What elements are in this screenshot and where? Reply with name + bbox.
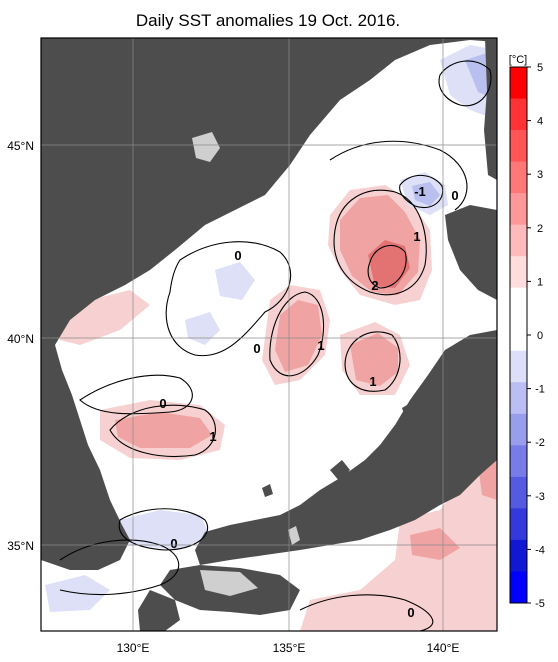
map-panel: -1 0 0 0 0 0 1 1 1 1 2 0 <box>41 38 497 631</box>
lat-label: 35°N <box>7 539 34 553</box>
colorbar-tick-label: 4 <box>537 116 543 128</box>
honshu <box>195 330 497 565</box>
contour-label: 1 <box>209 429 216 444</box>
contour-label: -1 <box>414 184 426 199</box>
cool-patch-central <box>215 262 255 300</box>
contour-label: 0 <box>170 536 177 551</box>
contour-labels: -1 0 0 0 0 0 1 1 1 1 2 <box>159 184 458 551</box>
sakhalin-edge <box>484 38 497 180</box>
colorbar-swatch <box>510 224 527 257</box>
colorbar-ticks: 5 4 3 2 1 0 -1 -2 -3 -4 -5 <box>527 62 545 610</box>
colorbar-swatch <box>510 445 527 478</box>
colorbar-swatch <box>510 319 527 352</box>
colorbar-swatch <box>510 98 527 131</box>
contour-0-tsushima <box>118 508 208 551</box>
lon-label: 130°E <box>117 641 150 655</box>
colorbar-swatch <box>510 508 527 541</box>
warm-patch-yamato-strong <box>368 240 410 288</box>
colorbar-tick-label: -3 <box>535 491 545 503</box>
contour-1-yamato <box>333 189 427 296</box>
lat-label: 40°N <box>7 332 34 346</box>
lat-axis-labels: 45°N 40°N 35°N <box>7 139 34 553</box>
biwa-lake <box>288 526 300 545</box>
colorbar-swatch <box>510 193 527 226</box>
colorbar-swatch <box>510 161 527 194</box>
oki-island <box>262 484 273 497</box>
contour-label: 0 <box>253 341 260 356</box>
cool-patch-central-west <box>185 312 220 345</box>
colorbar-swatch <box>510 413 527 446</box>
colorbar-tick-label: 0 <box>537 330 543 342</box>
hokkaido <box>445 205 497 300</box>
contour-1-center <box>269 291 325 377</box>
warm-patch-south-korea-mid <box>115 412 212 448</box>
contour-label: 1 <box>413 229 420 244</box>
colorbar-tick-label: 5 <box>537 62 543 74</box>
colorbar-tick-label: -1 <box>535 384 545 396</box>
warm-patch-pacific <box>300 455 497 631</box>
map-title: Daily SST anomalies 19 Oct. 2016. <box>136 11 400 30</box>
colorbar-unit: [°C] <box>509 54 527 66</box>
contour-label: 0 <box>159 396 166 411</box>
noto-peninsula <box>330 460 350 482</box>
colorbar-tick-label: -5 <box>535 598 545 610</box>
lon-label: 140°E <box>427 641 460 655</box>
contour-label: 0 <box>234 248 241 263</box>
contour-1-korea <box>109 404 216 457</box>
graticule <box>41 38 497 631</box>
anomaly-fields <box>45 45 497 631</box>
contour-lines <box>59 60 492 631</box>
contour-label: 0 <box>407 605 414 620</box>
cool-patch-tsushima <box>120 510 210 550</box>
contour-0-pacific <box>299 594 434 631</box>
lon-axis-labels: 130°E 135°E 140°E <box>117 641 460 655</box>
colorbar-swatch <box>510 287 527 320</box>
lat-label: 45°N <box>7 139 34 153</box>
colorbar-swatch <box>510 67 527 100</box>
colorbar-swatch <box>510 571 527 604</box>
contour-2-yamato <box>367 244 407 289</box>
contour-0-west <box>79 374 193 415</box>
colorbar-tick-label: -4 <box>535 544 545 556</box>
colorbar-swatch <box>510 382 527 415</box>
lon-label: 135°E <box>273 641 306 655</box>
colorbar-tick-label: -2 <box>535 437 545 449</box>
colorbar-swatch <box>510 539 527 572</box>
colorbar: [°C] 5 4 3 2 1 0 -1 -2 -3 -4 -5 <box>509 54 545 610</box>
colorbar-swatch <box>510 130 527 163</box>
map-frame <box>40 37 498 632</box>
asian-continent <box>41 38 497 570</box>
contour-0-south <box>59 539 180 596</box>
contour-label: 0 <box>451 188 458 203</box>
colorbar-swatches <box>510 67 527 604</box>
kyushu-south <box>138 590 180 631</box>
warm-patch-west-coast <box>60 290 150 345</box>
warm-patch-pacific-mid <box>410 528 460 560</box>
warm-patch-center-mid <box>275 300 322 372</box>
contour-label: 1 <box>369 374 376 389</box>
contour-minus1-north <box>399 174 444 208</box>
warm-patch-east-mid <box>350 333 398 386</box>
colorbar-tick-label: 1 <box>537 276 543 288</box>
sado-island <box>402 402 416 420</box>
contour-0-ne <box>438 60 492 107</box>
contour-label: 1 <box>317 338 324 353</box>
land-masses <box>41 38 497 631</box>
colorbar-tick-label: 3 <box>537 169 543 181</box>
colorbar-swatch <box>510 476 527 509</box>
contour-0-north <box>329 140 468 211</box>
setouchi-light <box>200 570 258 596</box>
contour-label: 2 <box>371 278 378 293</box>
colorbar-tick-label: 2 <box>537 223 543 235</box>
colorbar-swatch <box>510 256 527 289</box>
contour-0-central <box>165 241 292 357</box>
colorbar-swatch <box>510 350 527 383</box>
khanka-lake <box>192 132 220 162</box>
cool-patch-minus-one-mid <box>412 182 440 206</box>
